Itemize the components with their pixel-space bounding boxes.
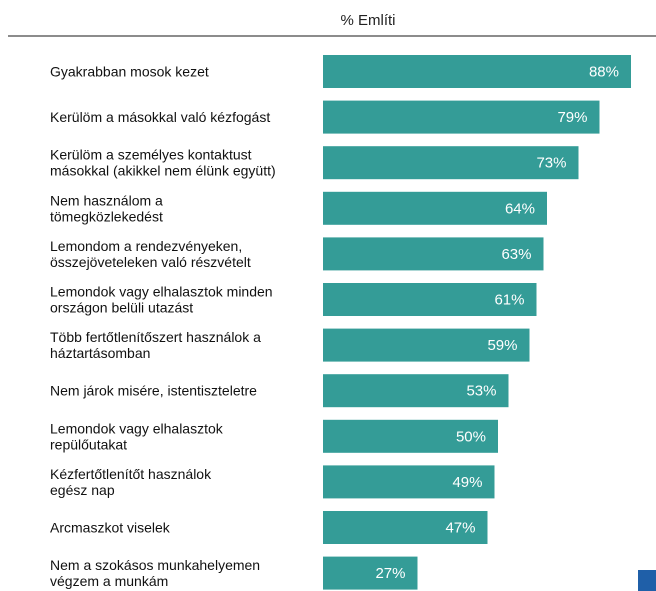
bar-row: 64% Nem használom a tömegközlekedést — [50, 191, 547, 225]
bar — [323, 237, 544, 271]
bar — [323, 283, 537, 316]
category-label-line: másokkal (akikkel nem élünk együtt) — [50, 163, 276, 179]
data-label: 79% — [557, 109, 587, 126]
bars-layer: 88% Gyakrabban mosok kezet 79% Kerülöm a má… — [50, 55, 631, 590]
bar-row: 61% Lemondok vagy elhalasztok minden orszá… — [50, 283, 537, 316]
data-label: 50% — [456, 428, 486, 445]
category-label-line: Kézfertőtlenítőt használok — [50, 466, 212, 482]
category-label: Több fertőtlenítőszert használok a háztar… — [50, 329, 261, 361]
bar-row: 73% Kerülöm a személyes kontaktust másokka… — [50, 146, 579, 180]
data-label: 63% — [501, 246, 531, 263]
category-label-line: tömegközlekedést — [50, 208, 163, 224]
bar-row: 63% Lemondom a rendezvényeken, összejövete… — [50, 237, 544, 271]
category-label-line: Lemondok vagy elhalasztok minden — [50, 284, 273, 300]
bar-row: 49% Kézfertőtlenítőt használok egész nap — [50, 465, 495, 499]
category-label-line: egész nap — [50, 482, 115, 498]
category-label-line: Arcmaszkot viselek — [50, 520, 171, 536]
data-label: 73% — [536, 155, 566, 172]
bar — [323, 191, 547, 225]
bar — [323, 328, 530, 362]
data-label: 61% — [494, 292, 524, 309]
bar — [323, 556, 418, 590]
category-label-line: Gyakrabban mosok kezet — [50, 64, 209, 80]
category-label: Kerülöm a személyes kontaktust másokkal (… — [50, 147, 276, 179]
category-label-line: Több fertőtlenítőszert használok a — [50, 329, 261, 345]
category-label: Kézfertőtlenítőt használok egész nap — [50, 466, 212, 498]
category-label-line: összejöveteleken való részvételt — [50, 254, 251, 270]
category-label-line: Nem járok misére, istentiszteletre — [50, 383, 257, 399]
category-label-line: Kerülöm a másokkal való kézfogást — [50, 109, 270, 125]
bar — [323, 419, 498, 453]
bar — [323, 374, 509, 408]
data-label: 88% — [589, 64, 619, 81]
category-label-line: Nem használom a — [50, 192, 163, 208]
category-label-line: Kerülöm a személyes kontaktust — [50, 147, 252, 163]
bar — [323, 465, 495, 499]
category-label: Gyakrabban mosok kezet — [50, 64, 209, 80]
category-label-line: repülőutakat — [50, 436, 127, 452]
bar-row: 79% Kerülöm a másokkal való kézfogást — [50, 100, 600, 134]
category-label: Nem használom a tömegközlekedést — [50, 192, 163, 224]
brand-logo — [638, 570, 656, 591]
data-label: 53% — [466, 383, 496, 400]
category-label: Lemondok vagy elhalasztok repülőutakat — [50, 420, 224, 452]
data-label: 59% — [487, 337, 517, 354]
bar-row: 47% Arcmaszkot viselek — [50, 511, 488, 544]
bar-row: 53% Nem járok misére, istentiszteletre — [50, 374, 509, 408]
category-label: Kerülöm a másokkal való kézfogást — [50, 109, 270, 125]
bar — [323, 511, 488, 544]
chart-title: % Említi — [340, 12, 395, 29]
bar-row: 27% Nem a szokásos munkahelyemen végzem a … — [50, 556, 418, 590]
category-label: Lemondok vagy elhalasztok minden országon… — [50, 284, 273, 316]
data-label: 47% — [445, 520, 475, 537]
category-label-line: Lemondok vagy elhalasztok — [50, 420, 224, 436]
bar — [323, 146, 579, 180]
data-label: 64% — [505, 200, 535, 217]
category-label-line: Lemondom a rendezvényeken, — [50, 238, 242, 254]
category-label-line: Nem a szokásos munkahelyemen — [50, 557, 260, 573]
data-label: 49% — [452, 474, 482, 491]
bar — [323, 100, 600, 134]
bar-row: 50% Lemondok vagy elhalasztok repülőutakat — [50, 419, 498, 453]
category-label: Lemondom a rendezvényeken, összejövetelek… — [50, 238, 251, 270]
category-label-line: országon belüli utazást — [50, 300, 193, 316]
category-label: Nem járok misére, istentiszteletre — [50, 383, 257, 399]
data-label: 27% — [375, 565, 405, 582]
category-label-line: háztartásomban — [50, 345, 150, 361]
bar — [323, 55, 631, 88]
bar-row: 59% Több fertőtlenítőszert használok a ház… — [50, 328, 530, 362]
category-label: Arcmaszkot viselek — [50, 520, 171, 536]
category-label: Nem a szokásos munkahelyemen végzem a mun… — [50, 557, 260, 589]
category-label-line: végzem a munkám — [50, 573, 168, 589]
bar-row: 88% Gyakrabban mosok kezet — [50, 55, 631, 88]
